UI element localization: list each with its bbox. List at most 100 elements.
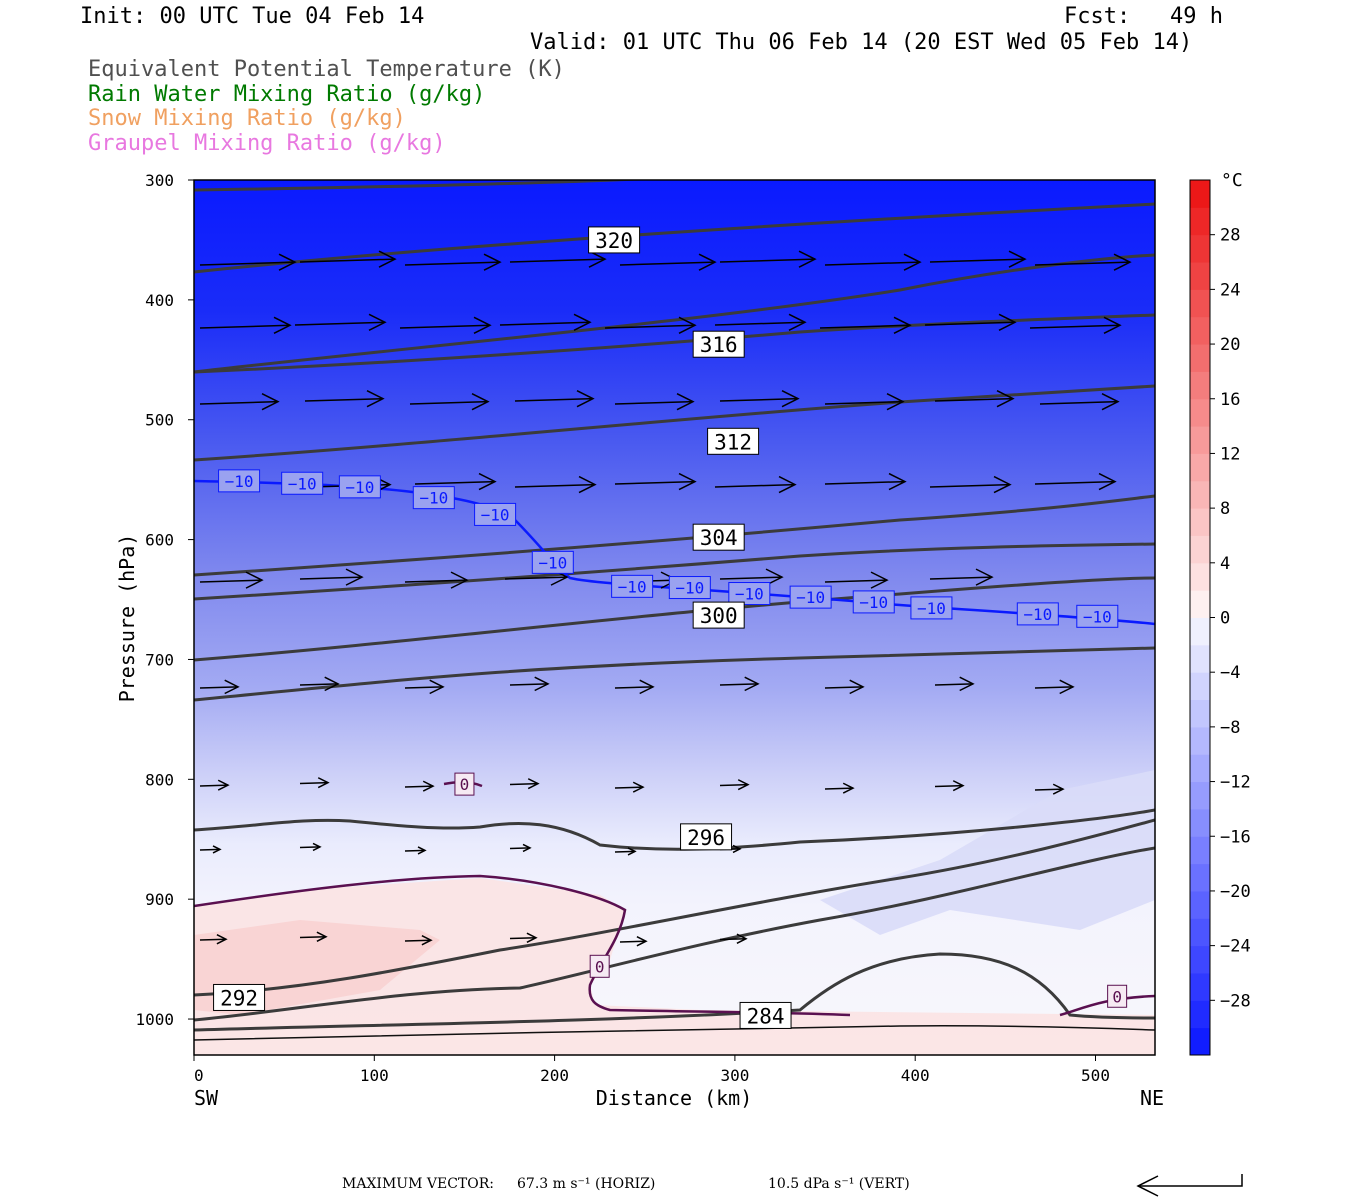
temperature-contour-label: −10 <box>735 585 764 604</box>
wind-vector <box>509 847 531 850</box>
wind-vector <box>199 784 229 787</box>
wind-vector-head <box>471 392 490 411</box>
colorbar-bin <box>1190 398 1210 427</box>
theta-e-contour-label: 304 <box>700 526 738 550</box>
theta-e-label-box <box>707 427 760 455</box>
wind-vector-head <box>1059 679 1075 695</box>
wind-vector-head <box>1103 316 1122 334</box>
wind-vector-head <box>998 313 1017 331</box>
legend-theta-e: Equivalent Potential Temperature (K) <box>88 57 565 82</box>
colorbar-tick-label: −8 <box>1220 718 1240 738</box>
temperature-label-box <box>611 574 654 598</box>
temperature-label-box <box>910 596 953 620</box>
wind-vector-head <box>576 389 595 408</box>
wind-vector <box>824 579 888 583</box>
wind-vector-head <box>903 253 922 271</box>
theta-e-contour <box>194 313 1155 374</box>
wind-vector <box>934 683 974 686</box>
sw-label: SW <box>194 1086 219 1110</box>
colorbar-bin <box>1190 972 1210 1001</box>
x-axis-label: Distance (km) <box>596 1086 753 1110</box>
temperature-contour-label: 0 <box>1112 987 1122 1006</box>
temperature-contour-label: 0 <box>595 957 605 976</box>
wind-vector-head <box>737 779 750 791</box>
colorbar-bin <box>1190 754 1210 783</box>
colorbar-tick-label: −24 <box>1220 937 1251 957</box>
wind-vector-head <box>886 392 905 411</box>
temperature-contour-label: −10 <box>618 577 647 596</box>
temperature-label-box <box>474 502 517 526</box>
wind-vector <box>509 258 606 263</box>
temperature-contour-label: 0 <box>460 775 470 794</box>
temperature-label-box <box>412 486 455 510</box>
theta-e-contour <box>194 818 1155 997</box>
theta-e-label-box <box>213 983 266 1011</box>
theta-e-label-box <box>588 226 641 254</box>
colorbar-bin <box>1190 480 1210 509</box>
temperature-label-box <box>218 469 261 493</box>
theta-e-label-box <box>692 601 745 629</box>
theta-e-contour-label: 300 <box>700 604 738 628</box>
theta-e-contour-label: 296 <box>687 826 725 850</box>
theta-e-label-box <box>680 823 733 851</box>
theta-e-contour-label: 320 <box>595 229 633 253</box>
wind-vector <box>199 938 227 941</box>
wind-vector-head <box>842 782 855 794</box>
reference-vector-icon <box>1136 1174 1243 1197</box>
y-tick-label: 300 <box>145 171 174 190</box>
wind-vector <box>1034 788 1064 791</box>
wind-vector <box>619 940 647 943</box>
wind-vector <box>719 258 816 263</box>
y-tick-label: 900 <box>145 890 174 909</box>
wind-vector-head <box>1098 472 1117 491</box>
wind-vector-head <box>527 778 540 790</box>
temperature-label-box <box>1107 984 1128 1008</box>
wind-vector-head <box>698 253 717 271</box>
temperature-contour-minus10 <box>194 479 1155 626</box>
colorbar-bin <box>1190 890 1210 919</box>
wind-vector-head <box>678 316 697 334</box>
wind-vector <box>824 480 906 485</box>
wind-vector-head <box>526 932 538 943</box>
wind-vector <box>824 787 854 790</box>
wind-vector-head <box>781 389 800 408</box>
wind-vector <box>719 576 783 580</box>
wind-vector <box>299 935 327 939</box>
wind-vector-head <box>324 676 340 692</box>
y-tick-label: 500 <box>145 411 174 430</box>
wind-vector-head <box>450 571 469 589</box>
theta-e-contour-label: 312 <box>714 430 752 454</box>
y-tick-label: 400 <box>145 291 174 310</box>
wind-vector <box>819 324 911 329</box>
wind-vector-head <box>345 568 364 586</box>
theta-e-contour <box>194 253 1155 374</box>
colorbar-bin <box>1190 836 1210 865</box>
x-tick-label: 100 <box>360 1066 389 1085</box>
wind-vector-head <box>678 472 697 491</box>
wind-vector <box>1029 324 1121 329</box>
temperature-label-box <box>454 772 475 796</box>
wind-vector-head <box>522 843 532 853</box>
colorbar-bin <box>1190 699 1210 728</box>
temperature-contour-label: −10 <box>1023 605 1052 624</box>
y-tick-label: 1000 <box>135 1010 174 1029</box>
wind-vector-head <box>870 571 889 589</box>
wind-vector-head <box>1052 783 1065 795</box>
temperature-contour-label: −10 <box>345 478 374 497</box>
theta-e-contour <box>194 494 1155 577</box>
wind-vector-head <box>588 250 607 268</box>
colorbar-tick-label: 0 <box>1220 609 1230 629</box>
wind-vector <box>299 781 329 785</box>
forecast-hour: Fcst: 49 h <box>1064 4 1223 29</box>
temperature-label-box <box>852 590 895 614</box>
cool-pocket-shading <box>820 770 1155 935</box>
wind-vector <box>199 324 291 329</box>
temperature-contour-label: −10 <box>538 553 567 572</box>
colorbar-bin <box>1190 863 1210 892</box>
wind-vector-head <box>534 676 550 692</box>
temperature-label-box <box>338 475 381 499</box>
temperature-contour-label: −10 <box>796 588 825 607</box>
wind-vector-head <box>473 316 492 334</box>
wind-vector-head <box>421 934 433 946</box>
colorbar-bin <box>1190 781 1210 810</box>
